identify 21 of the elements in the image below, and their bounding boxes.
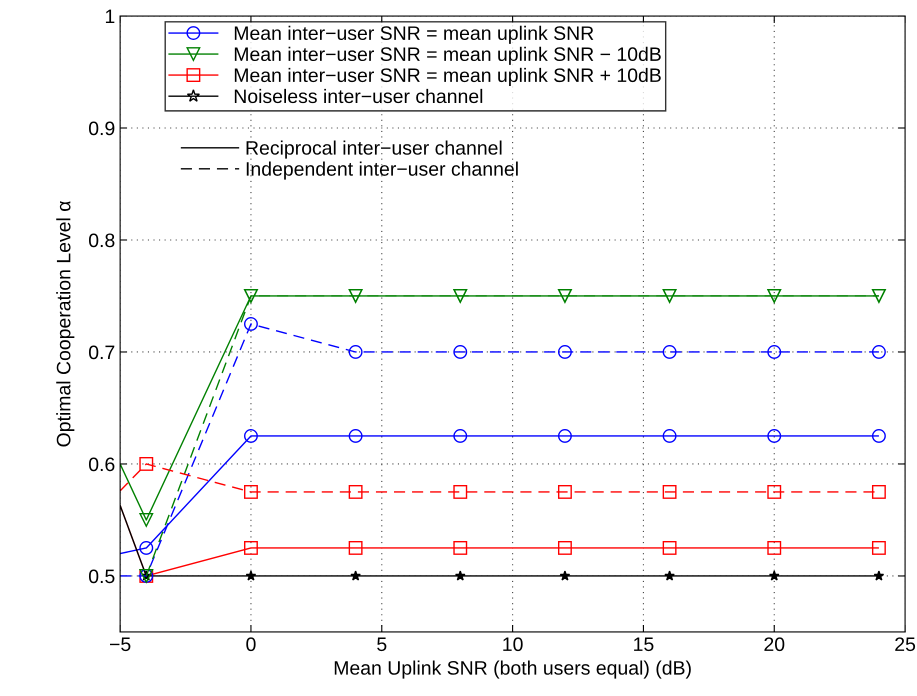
legend-label: Noiseless inter−user channel — [234, 88, 482, 104]
annotation: Independent inter−user channel — [246, 162, 518, 180]
x-tick-label: 25 — [895, 637, 916, 652]
y-tick-label: 0.9 — [89, 121, 114, 136]
legend-label: Mean inter−user SNR = mean uplink SNR — [234, 26, 594, 44]
x-tick-label: 0 — [246, 637, 256, 652]
legend-label: Mean inter−user SNR = mean uplink SNR + 10dB — [234, 68, 661, 86]
y-tick-label: 0.7 — [89, 345, 114, 360]
x-tick-label: −5 — [110, 638, 130, 652]
y-tick-label: 0.8 — [89, 233, 114, 248]
y-tick-label: 0.6 — [89, 457, 114, 472]
x-tick-label: 10 — [503, 637, 523, 652]
legend-label: Mean inter−user SNR = mean uplink SNR − 10dB — [234, 46, 661, 65]
x-tick-label: 15 — [634, 638, 654, 652]
x-axis-title: Mean Uplink SNR (both users equal) (dB) — [334, 660, 691, 679]
y-tick-label: 1 — [106, 10, 114, 24]
y-axis-title: Optimal Cooperation Level α — [56, 201, 74, 446]
x-tick-label: 5 — [377, 638, 386, 652]
x-tick-label: 20 — [764, 637, 784, 652]
y-tick-label: 0.5 — [89, 569, 114, 584]
annotation: Reciprocal inter−user channel — [246, 140, 502, 159]
